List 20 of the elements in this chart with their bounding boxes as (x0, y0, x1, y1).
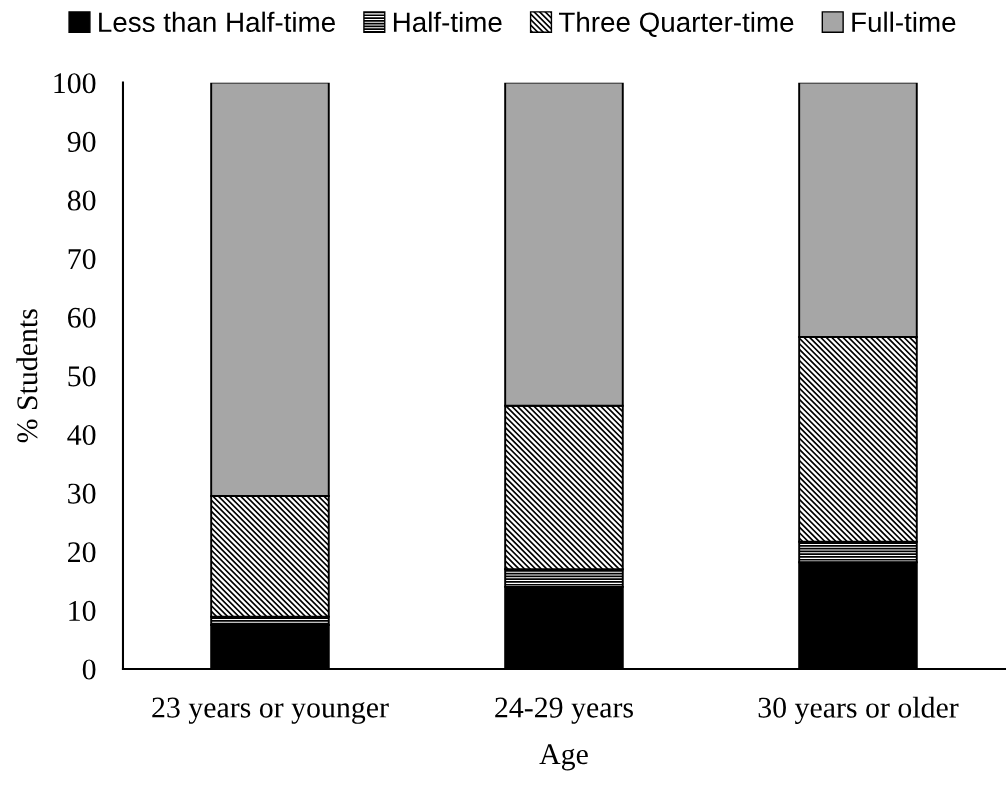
y-tick-label: 50 (68, 366, 96, 387)
legend-label: Half-time (393, 11, 502, 33)
legend-label: Less than Half-time (99, 11, 335, 33)
legend-label: Full-time (852, 11, 956, 33)
y-tick-label: 20 (68, 542, 96, 563)
x-axis-title: Age (539, 744, 588, 771)
y-tick-label: 100 (54, 73, 96, 94)
y-tick-label: 60 (68, 307, 96, 328)
y-tick-label: 0 (82, 659, 96, 680)
legend-label: Three Quarter-time (558, 11, 794, 38)
y-tick-label: 90 (67, 131, 96, 152)
x-tick-label: 24-29 years (495, 697, 633, 724)
y-axis-title: % Students (16, 309, 38, 443)
x-tick-label: 23 years or younger (152, 697, 389, 724)
y-tick-label: 30 (68, 483, 96, 504)
y-tick-label: 40 (67, 424, 96, 446)
y-tick-label: 80 (67, 190, 96, 211)
y-tick-label: 70 (68, 249, 96, 270)
x-tick-label: 30 years or older (758, 696, 959, 724)
y-tick-label: 10 (69, 600, 96, 621)
